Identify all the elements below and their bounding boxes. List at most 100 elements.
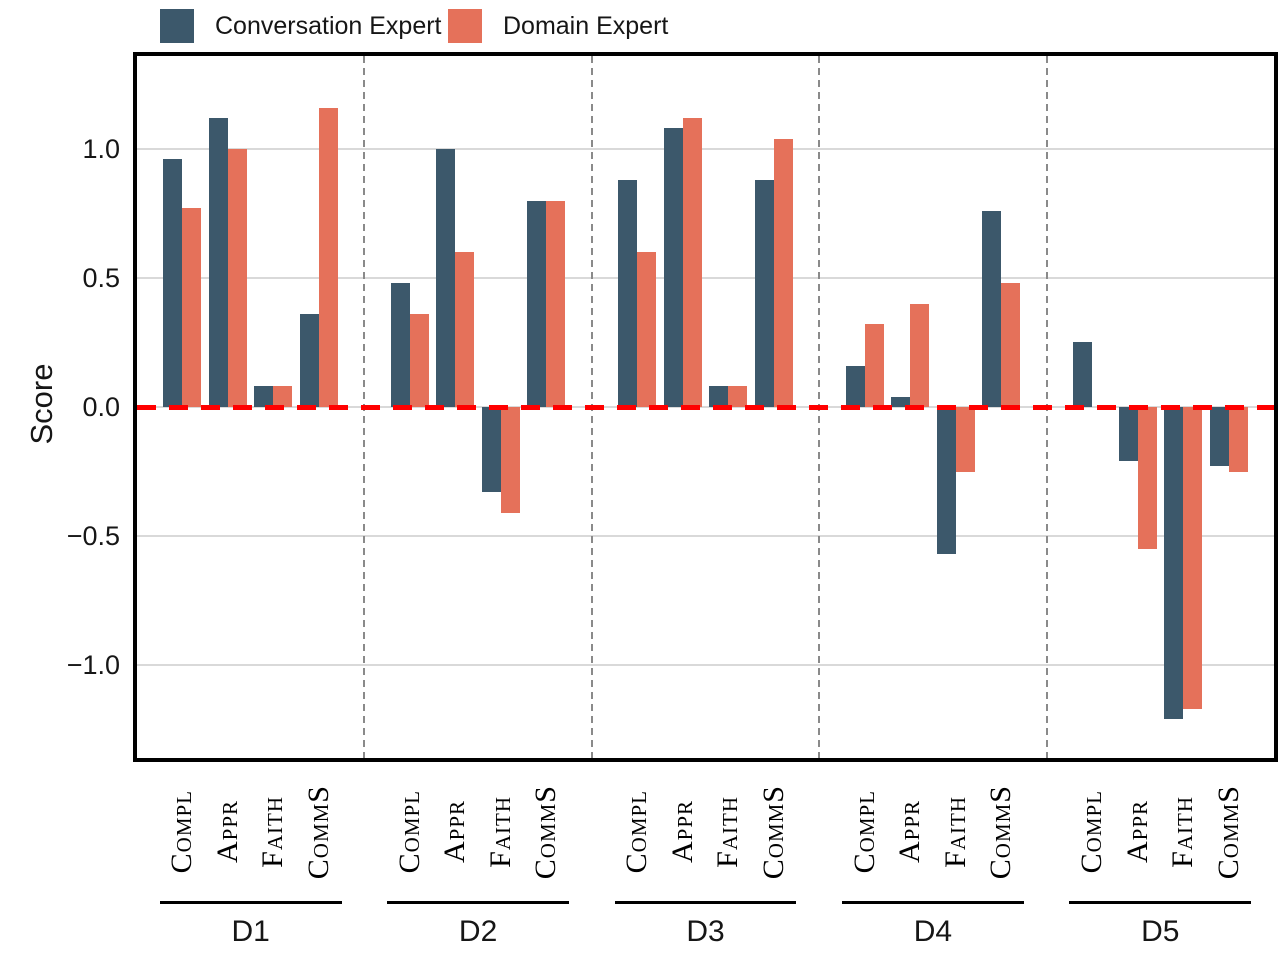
group-label: D5 — [1141, 915, 1180, 948]
plot-area — [133, 52, 1278, 762]
category-tick-label: CommS — [1207, 766, 1251, 898]
category-tick-text: Compl — [165, 790, 199, 874]
bar-domain-expert-d5-comms — [1228, 407, 1248, 472]
category-tick-label: Appr — [888, 766, 932, 898]
bar-domain-expert-d2-appr — [455, 252, 475, 407]
category-tick-label: Faith — [934, 766, 978, 898]
category-tick-label: Faith — [706, 766, 750, 898]
category-tick-label: Compl — [615, 766, 659, 898]
bar-domain-expert-d4-comms — [1001, 283, 1021, 407]
gridline — [137, 535, 1274, 538]
bar-conversation-expert-d2-compl — [390, 283, 410, 407]
bar-conversation-expert-d1-appr — [208, 117, 228, 407]
y-axis: 1.0 0.5 0.0 −0.5 −1.0 — [0, 56, 120, 758]
y-tick-label: 0.5 — [82, 262, 120, 293]
group-label: D2 — [458, 915, 498, 948]
legend-label-conversation-expert: Conversation Expert — [215, 12, 442, 40]
bar-domain-expert-d3-comms — [773, 138, 793, 407]
group-underline — [614, 901, 797, 904]
category-tick-label: CommS — [524, 766, 568, 898]
bar-conversation-expert-d3-faith — [709, 386, 729, 407]
group-label: D1 — [231, 915, 270, 948]
gridline — [137, 276, 1274, 279]
category-tick-text: Faith — [256, 796, 290, 868]
category-tick-text: Appr — [1120, 800, 1154, 864]
bar-conversation-expert-d1-comms — [299, 314, 319, 407]
gridline — [137, 147, 1274, 150]
category-tick-text: Appr — [438, 800, 472, 864]
category-tick-text: CommS — [984, 784, 1018, 880]
category-tick-label: Faith — [479, 766, 523, 898]
y-tick-label: 1.0 — [82, 133, 120, 164]
y-tick-label: −1.0 — [66, 650, 120, 681]
zero-line — [137, 404, 1274, 410]
category-tick-label: CommS — [752, 766, 796, 898]
category-tick-text: Compl — [1075, 790, 1109, 874]
bar-conversation-expert-d3-appr — [663, 128, 683, 407]
bar-domain-expert-d4-appr — [910, 303, 930, 407]
bar-conversation-expert-d4-appr — [891, 396, 911, 407]
bar-domain-expert-d2-compl — [409, 314, 429, 407]
category-tick-text: Compl — [847, 790, 881, 874]
bar-domain-expert-d4-compl — [864, 324, 884, 407]
category-tick-label: Compl — [388, 766, 432, 898]
category-tick-text: Appr — [210, 800, 244, 864]
bar-conversation-expert-d3-comms — [754, 179, 774, 407]
bar-conversation-expert-d5-comms — [1209, 407, 1229, 467]
category-tick-text: CommS — [301, 784, 335, 880]
category-tick-label: Compl — [1070, 766, 1114, 898]
bar-domain-expert-d2-faith — [500, 407, 520, 513]
bar-domain-expert-d1-appr — [227, 148, 247, 407]
category-tick-label: Appr — [206, 766, 250, 898]
bar-conversation-expert-d2-faith — [481, 407, 501, 493]
y-tick-label: −0.5 — [66, 521, 120, 552]
category-tick-text: CommS — [529, 784, 563, 880]
bar-domain-expert-d3-appr — [682, 117, 702, 407]
bar-conversation-expert-d2-appr — [436, 148, 456, 407]
x-axis: Compl Appr Faith CommS D1 Compl Appr Faith CommS… — [137, 762, 1274, 966]
bar-conversation-expert-d5-appr — [1118, 407, 1138, 462]
bar-conversation-expert-d4-faith — [936, 407, 956, 555]
category-tick-text: Compl — [620, 790, 654, 874]
bar-domain-expert-d5-faith — [1183, 407, 1203, 709]
bar-conversation-expert-d4-comms — [982, 210, 1002, 407]
category-tick-label: Compl — [843, 766, 887, 898]
legend-swatch-domain-expert — [448, 9, 482, 43]
category-tick-label: Compl — [160, 766, 204, 898]
legend-item-domain-expert: Domain Expert — [448, 8, 668, 44]
y-tick-label: 0.0 — [82, 392, 120, 422]
group-underline — [841, 901, 1024, 904]
bar-conversation-expert-d5-compl — [1073, 342, 1093, 407]
bar-conversation-expert-d1-compl — [163, 159, 183, 407]
group-label: D3 — [686, 915, 725, 948]
category-tick-text: Faith — [711, 796, 745, 868]
bar-domain-expert-d5-appr — [1137, 407, 1157, 549]
bar-domain-expert-d3-compl — [637, 252, 657, 407]
bar-domain-expert-d2-comms — [546, 200, 566, 407]
group-underline — [387, 901, 570, 904]
bar-conversation-expert-d5-faith — [1164, 407, 1184, 720]
bar-domain-expert-d4-faith — [955, 407, 975, 472]
category-tick-text: Appr — [893, 800, 927, 864]
bar-domain-expert-d3-faith — [728, 386, 748, 407]
category-tick-label: Appr — [1116, 766, 1160, 898]
bar-domain-expert-d1-faith — [273, 386, 293, 407]
group-underline — [159, 901, 342, 904]
category-tick-label: Appr — [661, 766, 705, 898]
category-tick-text: Faith — [938, 796, 972, 868]
bar-conversation-expert-d1-faith — [254, 386, 274, 407]
category-tick-text: Appr — [665, 800, 699, 864]
group-label: D4 — [913, 915, 953, 948]
legend-label-domain-expert: Domain Expert — [503, 12, 669, 40]
category-tick-text: Compl — [392, 790, 426, 874]
gridline — [137, 664, 1274, 667]
category-tick-label: Faith — [251, 766, 295, 898]
bar-conversation-expert-d2-comms — [527, 200, 547, 407]
category-tick-text: Faith — [483, 796, 517, 868]
bar-conversation-expert-d4-compl — [845, 365, 865, 407]
legend-item-conversation-expert: Conversation Expert — [160, 8, 442, 44]
category-tick-label: Faith — [1161, 766, 1205, 898]
category-tick-text: CommS — [1211, 784, 1245, 880]
category-tick-label: CommS — [297, 766, 341, 898]
